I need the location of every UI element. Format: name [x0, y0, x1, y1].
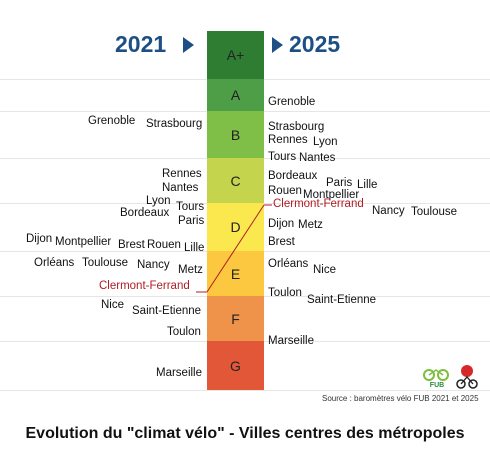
city-2025-paris: Paris: [326, 177, 353, 189]
city-2021-nice: Nice: [101, 299, 125, 311]
city-2021-bordeaux: Bordeaux: [120, 207, 170, 219]
city-2021-lyon: Lyon: [146, 195, 171, 207]
city-2025-metz: Metz: [298, 219, 323, 231]
city-2021-brest: Brest: [118, 239, 145, 251]
city-2021-toulon: Toulon: [167, 326, 201, 338]
city-2025-orleans: Orléans: [268, 258, 309, 270]
grade-b: B: [207, 111, 264, 158]
city-2021-nantes: Nantes: [162, 182, 199, 194]
city-2021-lille: Lille: [184, 242, 205, 254]
city-2025-dijon: Dijon: [268, 218, 295, 230]
city-2025-clermont-ferrand: Clermont-Ferrand: [273, 198, 364, 210]
city-2021-saint-etienne: Saint-Etienne: [132, 305, 202, 317]
page-title: Evolution du "climat vélo" - Villes cent…: [25, 425, 465, 442]
grade-g: G: [207, 341, 264, 390]
city-2021-metz: Metz: [178, 264, 203, 276]
city-2025-brest: Brest: [268, 236, 295, 248]
city-2025-lille: Lille: [357, 179, 378, 191]
city-2021-clermont-ferrand: Clermont-Ferrand: [99, 280, 190, 292]
city-2021-nancy: Nancy: [137, 259, 170, 271]
city-2025-rouen: Rouen: [268, 185, 302, 197]
velo-cycle-logo: [456, 365, 478, 389]
city-2021-marseille: Marseille: [156, 367, 203, 379]
city-2025-marseille: Marseille: [268, 335, 315, 347]
grade-a: A: [207, 79, 264, 111]
city-2025-strasbourg: Strasbourg: [268, 121, 325, 133]
city-2025-grenoble: Grenoble: [268, 96, 316, 108]
svg-text:FUB: FUB: [430, 382, 444, 388]
gridline: [0, 390, 490, 391]
city-2025-rennes: Rennes: [268, 134, 308, 146]
city-2021-grenoble: Grenoble: [88, 115, 136, 127]
fub-logo: FUB: [423, 369, 449, 388]
city-2025-nancy: Nancy: [372, 205, 405, 217]
city-2025-toulon: Toulon: [268, 287, 302, 299]
source-note: Source : baromètres vélo FUB 2021 et 202…: [322, 394, 479, 403]
city-2025-toulouse: Toulouse: [411, 206, 458, 218]
city-2025-montpellier: Montpellier: [303, 189, 360, 201]
grade-e: E: [207, 251, 264, 296]
arrow-right-icon: [272, 37, 283, 53]
year-2025-label: 2025: [289, 31, 341, 57]
city-2021-orleans: Orléans: [34, 257, 75, 269]
city-2025-saint-etienne: Saint-Etienne: [307, 294, 377, 306]
grade-a-plus: A+: [207, 31, 264, 79]
city-2021-paris: Paris: [178, 215, 205, 227]
city-2025-nice: Nice: [313, 264, 337, 276]
grade-d: D: [207, 203, 264, 251]
grade-c: C: [207, 158, 264, 203]
city-2021-dijon: Dijon: [26, 233, 53, 245]
city-2021-toulouse: Toulouse: [82, 257, 129, 269]
grade-f: F: [207, 296, 264, 341]
year-2021-label: 2021: [115, 31, 167, 57]
city-2025-bordeaux: Bordeaux: [268, 170, 318, 182]
city-2025-nantes: Nantes: [299, 152, 336, 164]
city-2021-tours: Tours: [176, 201, 205, 213]
city-2021-strasbourg: Strasbourg: [146, 118, 203, 130]
city-2025-lyon: Lyon: [313, 136, 338, 148]
city-2021-rennes: Rennes: [162, 168, 202, 180]
city-2021-rouen: Rouen: [147, 239, 181, 251]
city-2025-tours: Tours: [268, 151, 297, 163]
city-2021-montpellier: Montpellier: [55, 236, 112, 248]
arrow-right-icon: [183, 37, 194, 53]
